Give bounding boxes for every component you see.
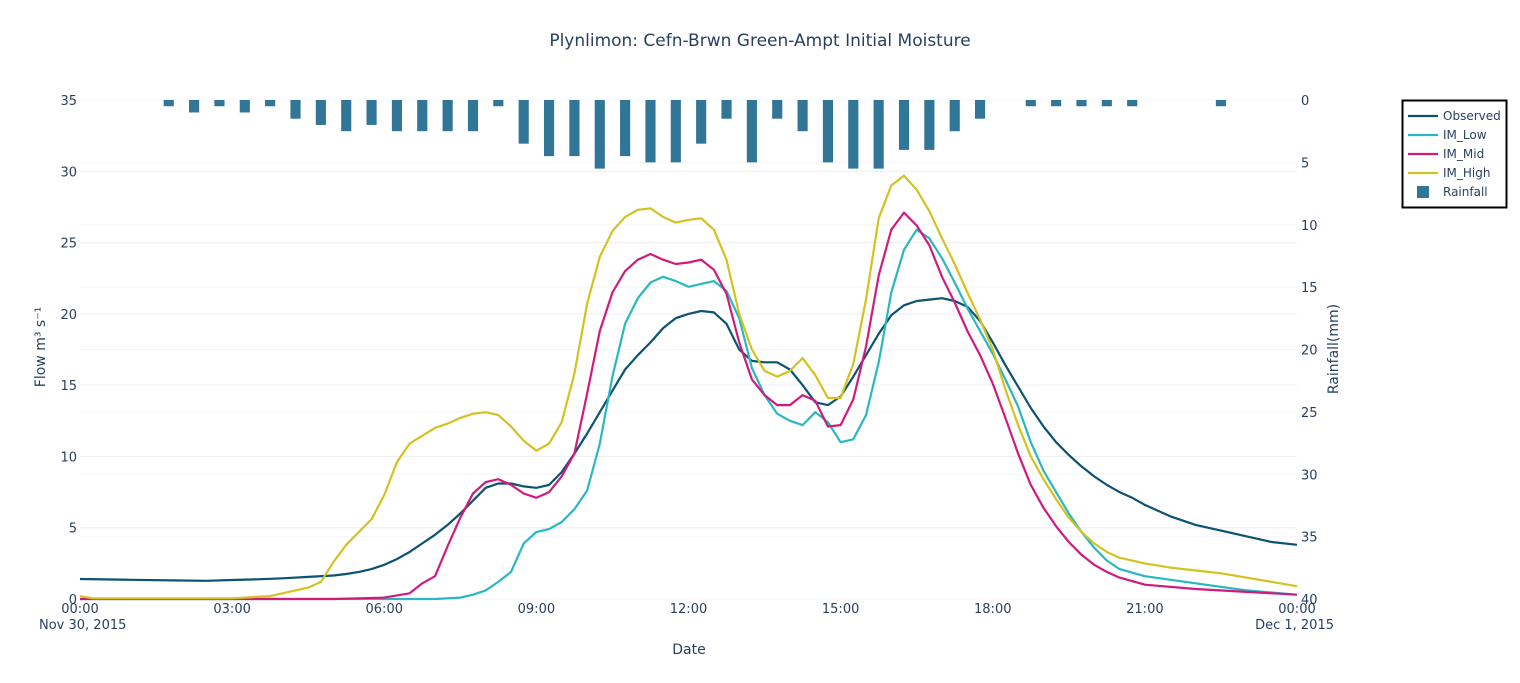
rainfall-bar xyxy=(721,100,732,119)
rainfall-bar xyxy=(975,100,986,119)
legend-items: Observed IM_Low IM_Mid IM_High Rainfall xyxy=(1408,109,1501,199)
y-tick-label: 25 xyxy=(60,237,77,252)
rainfall-bar xyxy=(189,100,200,113)
rainfall-bar xyxy=(772,100,783,119)
rainfall-bar xyxy=(569,100,580,157)
rainfall-bar xyxy=(1076,100,1087,107)
x-axis-title: Date xyxy=(672,642,705,658)
x-tick-label: 15:00 xyxy=(822,602,859,617)
rainfall-bar xyxy=(797,100,808,132)
y2-axis-title: Rainfall(mm) xyxy=(1326,304,1342,394)
x-tick-label: 21:00 xyxy=(1126,602,1163,617)
y-axis-title: Flow m³ s⁻¹ xyxy=(33,307,49,387)
x-tick-label: 03:00 xyxy=(213,602,250,617)
rainfall-bar xyxy=(848,100,859,169)
rainfall-bar xyxy=(366,100,377,125)
rainfall-bar xyxy=(543,100,555,157)
rainfall-bar xyxy=(1215,100,1227,107)
y-tick-label: 10 xyxy=(60,450,77,465)
rainfall-bar xyxy=(290,100,301,119)
rainfall-bar xyxy=(670,100,681,163)
legend-label-im-low: IM_Low xyxy=(1443,128,1487,142)
rainfall-bar xyxy=(645,100,656,163)
rainfall-bar xyxy=(898,100,910,150)
x-tick-label: 09:00 xyxy=(518,602,555,617)
rainfall-bar xyxy=(822,100,834,163)
y-tick-label: 5 xyxy=(69,522,77,537)
legend-label-im-mid: IM_Mid xyxy=(1443,147,1484,161)
rainfall-bar xyxy=(442,100,453,132)
rainfall-bar xyxy=(594,100,605,169)
series-lines xyxy=(79,174,1298,601)
rainfall-bar xyxy=(315,100,326,125)
y2-tick-label: 0 xyxy=(1301,94,1309,109)
rainfall-bar xyxy=(620,100,631,157)
x-tick-label: 00:00 xyxy=(1278,602,1315,617)
rainfall-bar xyxy=(417,100,428,132)
rainfall-bar xyxy=(518,100,529,144)
y2-tick-label: 15 xyxy=(1301,281,1318,296)
legend: Observed IM_Low IM_Mid IM_High Rainfall xyxy=(1401,99,1508,209)
rainfall-bar xyxy=(467,100,479,132)
y2-tick-label: 35 xyxy=(1301,531,1318,546)
legend-label-rainfall: Rainfall xyxy=(1443,185,1488,199)
rainfall-bar xyxy=(1051,100,1062,107)
rainfall-bar xyxy=(1025,100,1036,107)
rainfall-bar xyxy=(163,100,174,107)
rainfall-bar xyxy=(341,100,352,132)
x-tick-sublabel: Dec 1, 2015 xyxy=(1255,618,1334,633)
rainfall-bar xyxy=(391,100,402,132)
rainfall-bar xyxy=(1127,100,1138,107)
y-tick-label: 15 xyxy=(60,379,77,394)
y-tick-label: 35 xyxy=(60,94,77,109)
rainfall-bar xyxy=(949,100,960,132)
rainfall-bars xyxy=(163,100,1227,169)
chart-title: Plynlimon: Cefn-Brwn Green-Ampt Initial … xyxy=(549,31,970,51)
x-tick-label: 12:00 xyxy=(670,602,707,617)
rainfall-bar xyxy=(696,100,707,144)
y2-tick-label: 25 xyxy=(1301,406,1318,421)
rainfall-bar xyxy=(265,100,276,107)
y2-tick-label: 40 xyxy=(1301,593,1318,608)
y2-tick-label: 10 xyxy=(1301,219,1318,234)
rainfall-bar xyxy=(1101,100,1112,107)
rainfall-bar xyxy=(924,100,935,150)
rainfall-bar xyxy=(873,100,884,169)
y-tick-label: 0 xyxy=(69,593,77,608)
y2-tick-label: 20 xyxy=(1301,344,1318,359)
x-tick-label: 18:00 xyxy=(974,602,1011,617)
x-tick-label: 00:00 xyxy=(61,602,98,617)
series-line-im-mid xyxy=(80,211,1298,601)
y2-tick-label: 30 xyxy=(1301,468,1318,483)
x-tick-sublabel: Nov 30, 2015 xyxy=(39,618,126,633)
y-tick-label: 20 xyxy=(60,308,77,323)
legend-label-observed: Observed xyxy=(1443,109,1501,123)
rainfall-bar xyxy=(493,100,504,107)
series-line-im-low xyxy=(80,228,1298,601)
legend-swatch-rainfall xyxy=(1417,186,1429,198)
legend-label-im-high: IM_High xyxy=(1443,166,1490,180)
x-tick-label: 06:00 xyxy=(366,602,403,617)
y2-tick-label: 5 xyxy=(1301,156,1309,171)
rainfall-bar xyxy=(746,100,757,163)
rainfall-bar xyxy=(239,100,250,113)
y-tick-label: 30 xyxy=(60,165,77,180)
grid-layer xyxy=(80,99,1297,600)
rainfall-bar xyxy=(214,100,225,107)
series-line-im-high xyxy=(79,174,1298,600)
series-line-observed xyxy=(79,297,1298,582)
